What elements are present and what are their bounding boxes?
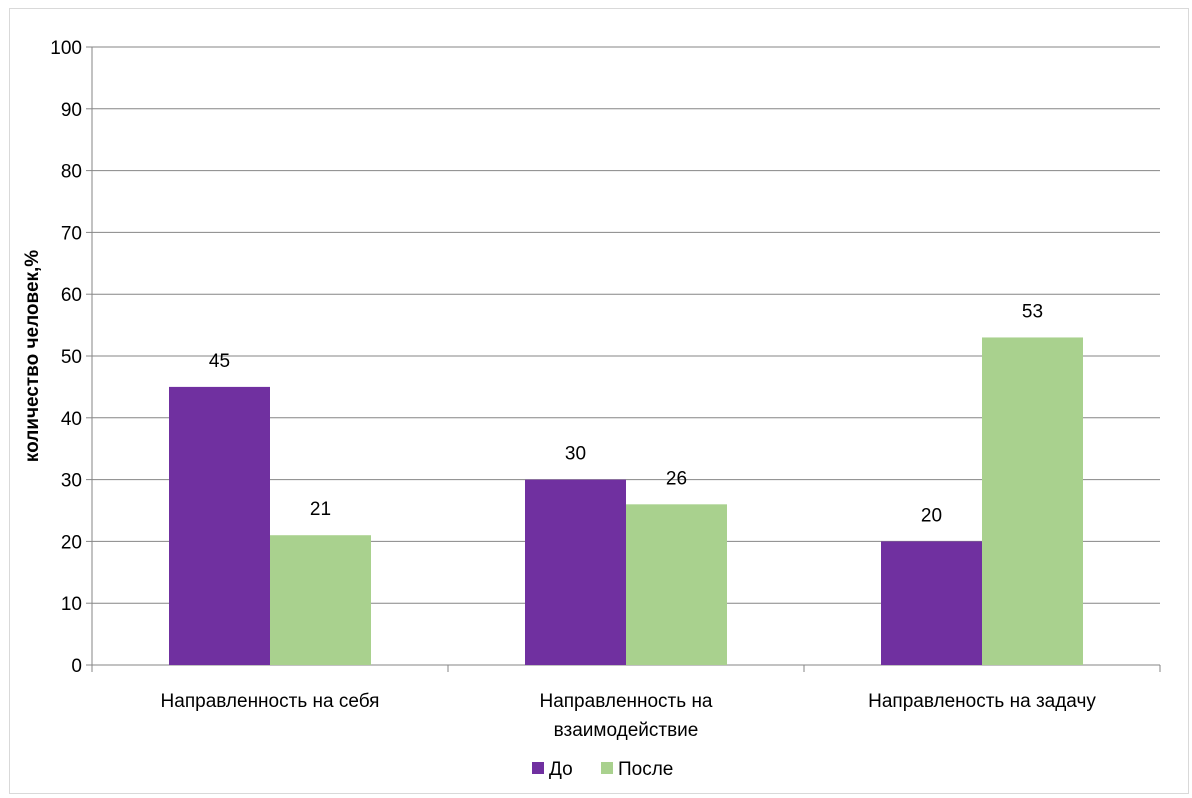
data-label: 26 [666,468,687,489]
data-label: 30 [565,444,586,465]
legend-swatch [532,762,544,774]
x-tick-label: взаимодействие [554,720,699,741]
bar [881,541,982,665]
y-tick-label: 0 [71,656,82,677]
data-label: 20 [921,505,942,526]
bar [169,386,270,665]
bar [270,535,371,665]
y-tick-label: 10 [61,594,82,615]
y-tick-label: 50 [61,347,82,368]
bars [169,337,1083,665]
y-tick-label: 60 [61,285,82,306]
y-tick-label: 80 [61,162,82,183]
legend-label: После [618,759,673,780]
y-tick-label: 20 [61,532,82,553]
data-labels: 45 21 30 26 20 53 [209,301,1043,526]
y-tick-label: 100 [50,38,82,59]
axes: 0 10 20 30 40 50 60 70 80 90 100 Направленность на … [50,38,1161,741]
data-label: 53 [1022,301,1043,322]
data-label: 21 [310,499,331,520]
legend: До После [532,759,673,780]
x-tick-label: Направленность на себя [161,691,380,712]
x-tick-label: Направленность на [539,691,712,712]
y-tick-label: 30 [61,471,82,492]
legend-swatch [601,762,613,774]
y-tick-label: 40 [61,409,82,430]
legend-label: До [549,759,573,780]
y-tick-label: 70 [61,223,82,244]
data-label: 45 [209,351,230,372]
y-tick-label: 90 [61,100,82,121]
bar [525,479,626,665]
y-axis-title: количество человек,% [22,250,43,462]
bar [982,337,1083,665]
x-tick-label: Направленость на задачу [868,691,1096,712]
bar [626,504,727,665]
